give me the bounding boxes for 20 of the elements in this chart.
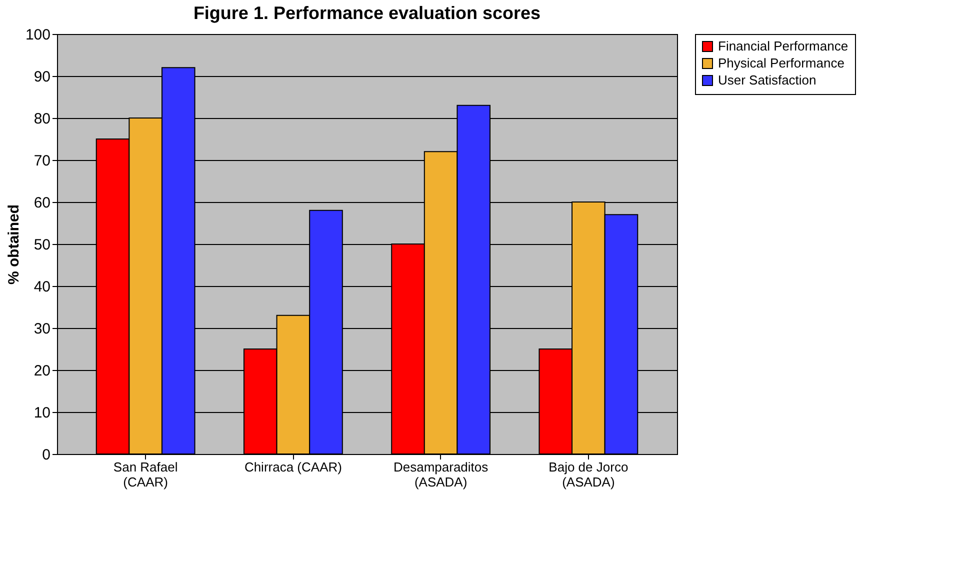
legend-label: Physical Performance bbox=[718, 56, 844, 70]
legend-label: User Satisfaction bbox=[718, 72, 816, 88]
y-tick-label: 10 bbox=[34, 404, 50, 422]
chart-title: Figure 1. Performance evaluation scores bbox=[193, 3, 541, 23]
x-tick-label: Desamparaditos (ASADA) bbox=[393, 460, 489, 490]
y-axis-title: % obtained bbox=[5, 204, 22, 285]
x-tick-label: Chirraca (CAAR) bbox=[244, 460, 342, 474]
y-tick-label: 20 bbox=[34, 362, 50, 380]
y-tick-label: 60 bbox=[34, 194, 50, 212]
y-tick-label: 70 bbox=[34, 152, 50, 170]
x-tick-label: San Rafael (CAAR) bbox=[113, 460, 178, 490]
y-tick-label: 40 bbox=[34, 278, 50, 296]
y-tick-label: 100 bbox=[25, 26, 50, 44]
x-tick-label: Bajo de Jorco (ASADA) bbox=[548, 460, 628, 490]
y-tick-label: 30 bbox=[34, 320, 50, 338]
legend-label: Financial Performance bbox=[718, 38, 848, 54]
y-tick-label: 90 bbox=[34, 68, 50, 86]
y-tick-label: 80 bbox=[34, 110, 50, 128]
y-tick-label: 50 bbox=[34, 236, 50, 254]
y-tick-label: 0 bbox=[42, 446, 50, 464]
